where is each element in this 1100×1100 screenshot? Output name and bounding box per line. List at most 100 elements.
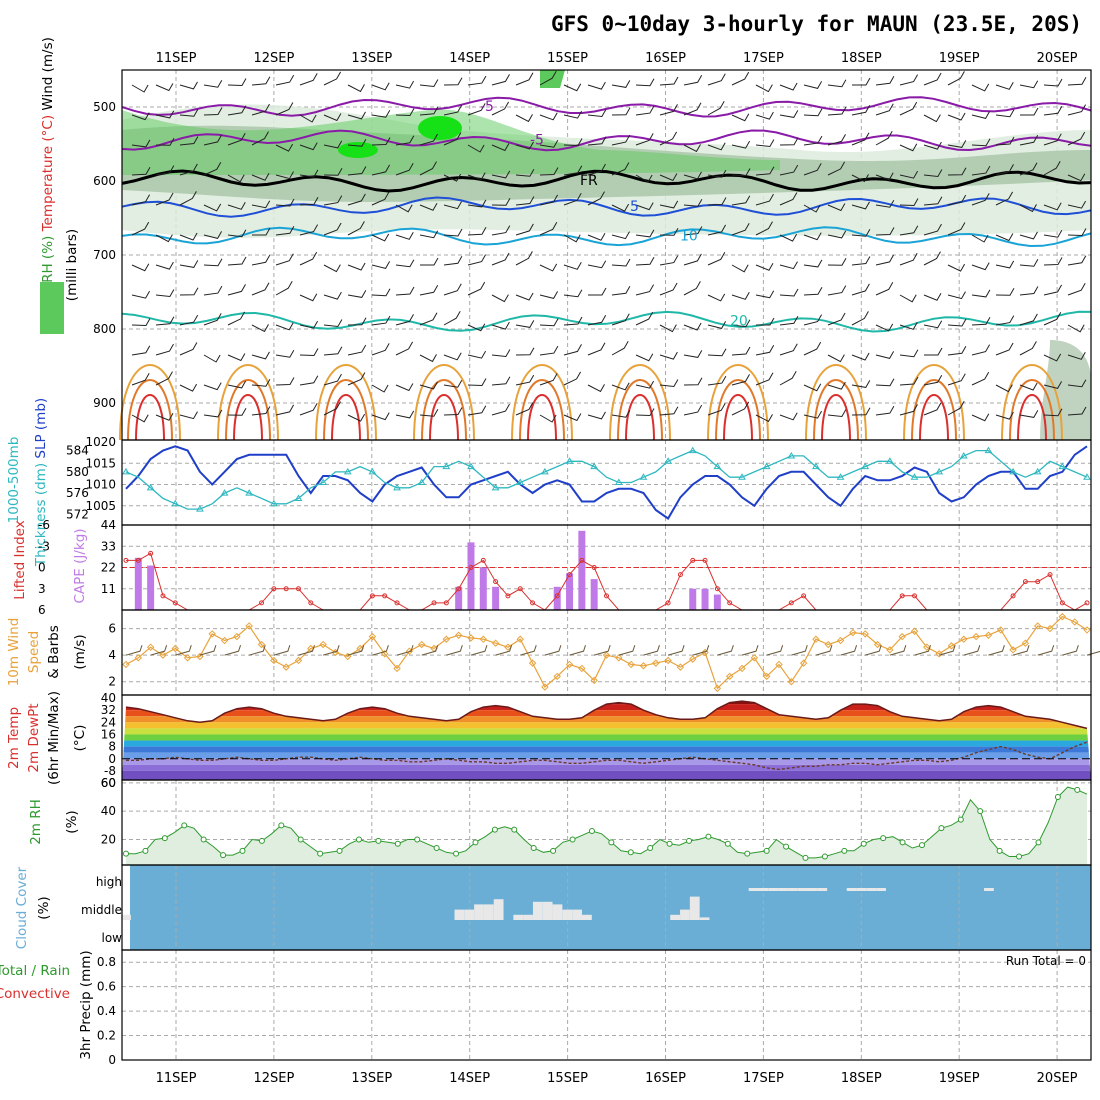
wind-barb [467, 172, 486, 181]
date-label-top: 13SEP [351, 51, 392, 66]
wind-barb [371, 315, 391, 326]
thickness-tick: 580 [66, 465, 89, 479]
wind-barb [755, 290, 775, 299]
wind-speed-point [725, 672, 734, 681]
wind-barb [347, 344, 367, 356]
wind-speed-point [159, 651, 167, 659]
wind-barb [803, 135, 823, 146]
wind-barb [731, 71, 750, 86]
precip-convective-label: Convective [0, 986, 70, 1002]
temp-line [125, 700, 1088, 730]
isotherm-label: -5 [530, 132, 544, 148]
wind-barb [443, 379, 463, 388]
li-tick: 0 [38, 561, 46, 575]
wind-barb [443, 132, 462, 146]
wind-barb [995, 191, 1014, 206]
wind-speed-point [873, 640, 882, 649]
wind-barb [515, 320, 535, 328]
wind-barb [131, 112, 150, 121]
wind-barb [1019, 80, 1039, 89]
wind-barb [755, 414, 773, 423]
middle-cloud-bar [680, 909, 690, 920]
lifted-index-point [1022, 579, 1028, 585]
wind-speed-point [910, 627, 919, 635]
wind-barb [875, 282, 894, 296]
wind-barb [539, 112, 558, 121]
lifted-index-point [677, 572, 683, 578]
wind-barb [179, 81, 198, 90]
wind-barb [323, 291, 342, 300]
wind-barb [683, 404, 703, 416]
surface-wind-barb [175, 644, 192, 656]
isotherm [121, 129, 1092, 152]
wind-barb [803, 81, 823, 89]
wind-barb [539, 345, 559, 356]
wind-barb [227, 380, 247, 389]
high-cloud-bar [768, 888, 779, 891]
rh-point [161, 835, 168, 842]
wind-barb [419, 161, 437, 176]
thickness-marker [885, 457, 894, 464]
wind-barb [323, 113, 342, 122]
wind-speed-point [282, 663, 290, 671]
precip-tick: 0 [108, 1053, 116, 1067]
wind-barb [1067, 406, 1087, 416]
wind-speed-point [1009, 646, 1017, 654]
wind-barb [563, 289, 583, 298]
temp-label-2: 2m DewPt [26, 703, 42, 772]
wind-barb [371, 109, 391, 118]
rh-point [569, 836, 576, 843]
pressure-tick: 900 [93, 396, 116, 410]
wind-barb [203, 107, 223, 116]
wind-barb [227, 311, 246, 326]
surface-wind-barb [520, 644, 537, 656]
date-label-top: 19SEP [939, 51, 980, 66]
surface-wind-barb [249, 644, 266, 656]
wind-barb [467, 75, 487, 86]
thickness-marker [245, 489, 254, 496]
cape-bar [134, 557, 142, 610]
high-cloud-bar [758, 888, 769, 891]
wind-speed-point [454, 631, 463, 639]
surface-wind-barb [791, 644, 808, 656]
wind-barb [1019, 382, 1038, 391]
wind-barb [251, 282, 270, 296]
wind-barb [131, 318, 151, 327]
wind-barb [227, 256, 247, 266]
wind-barb [491, 403, 510, 416]
thickness-marker [541, 467, 549, 475]
thickness-marker [1033, 467, 1042, 475]
wind-barb [131, 345, 151, 356]
wind-speed-point [799, 659, 808, 667]
wind-barb [299, 197, 319, 206]
wind-speed-point [750, 654, 759, 662]
temperature-contour [119, 364, 181, 441]
wind-barb [635, 174, 653, 183]
wind-barb [467, 323, 486, 332]
wind-barb [1043, 257, 1063, 266]
wind-barb [155, 165, 175, 176]
wind-barb [827, 79, 847, 88]
surface-wind-barb [865, 644, 882, 656]
wind-barb [731, 264, 749, 273]
wind-barb [947, 263, 966, 272]
wind-barb [659, 200, 679, 209]
wind-barb [755, 193, 774, 206]
wind-barb [395, 410, 415, 419]
date-label-top: 12SEP [253, 51, 294, 66]
wind-speed-point [257, 640, 266, 649]
rh-point [938, 825, 945, 832]
wind-barb [707, 403, 726, 416]
rh-shade [418, 116, 462, 140]
date-label-bottom: 19SEP [939, 1071, 980, 1086]
lifted-index-point [505, 593, 511, 599]
thickness-marker [664, 457, 672, 464]
high-cloud-bar [876, 888, 886, 891]
cape-tick: 33 [101, 539, 116, 553]
wind-barb [371, 343, 390, 356]
wind-barb [347, 193, 366, 206]
isotherm [121, 226, 1092, 248]
wind-speed-point [849, 628, 857, 637]
temp-label-4: (°C) [72, 725, 88, 752]
high-cloud-bar [778, 888, 788, 891]
